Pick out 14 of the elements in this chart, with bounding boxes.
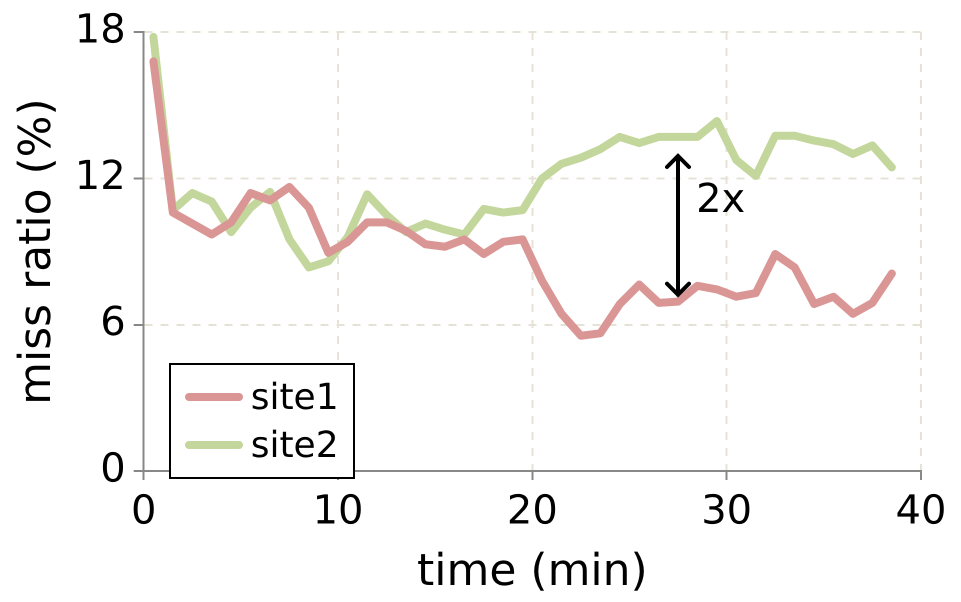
y-tick-label: 0 xyxy=(100,446,126,492)
legend-label: site2 xyxy=(250,424,339,466)
x-tick-label: 10 xyxy=(312,488,364,534)
legend-label: site1 xyxy=(250,376,339,418)
y-tick-label: 18 xyxy=(74,6,126,52)
x-axis-title: time (min) xyxy=(417,545,648,596)
annotation: 2x xyxy=(696,176,746,222)
x-tick-label: 40 xyxy=(896,488,946,534)
y-tick-label: 12 xyxy=(74,152,126,199)
y-axis-title: miss ratio (%) xyxy=(10,98,61,405)
y-tick-label: 6 xyxy=(100,299,126,346)
x-tick-label: 30 xyxy=(701,488,752,534)
x-tick-label: 20 xyxy=(506,488,558,534)
x-tick-label: 0 xyxy=(130,488,156,534)
